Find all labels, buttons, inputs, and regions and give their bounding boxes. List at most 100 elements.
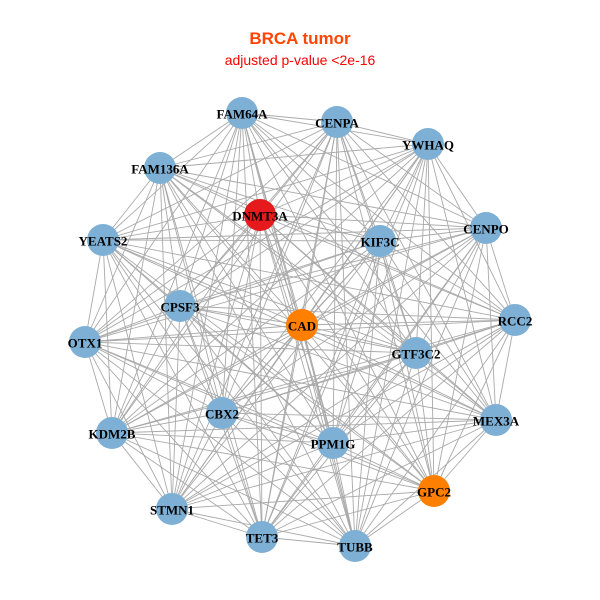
node-circle	[246, 521, 278, 553]
node-label: CENPO	[463, 222, 509, 237]
edge-MEX3A-CBX2	[221, 412, 497, 421]
node-dnmt3a[interactable]: DNMT3A	[232, 199, 288, 231]
edge-CENPO-TET3	[261, 227, 487, 538]
edge-CENPA-FAM136A	[159, 121, 338, 169]
node-label: STMN1	[150, 503, 194, 518]
node-cbx2[interactable]: CBX2	[205, 397, 239, 429]
edge-FAM136A-STMN1	[159, 167, 173, 510]
edge-YEATS2-OTX1	[84, 239, 104, 343]
edge-DNMT3A-CBX2	[221, 214, 261, 414]
node-circle	[321, 106, 353, 138]
edge-FAM136A-MEX3A	[159, 167, 497, 421]
edge-MEX3A-STMN1	[171, 419, 497, 510]
node-label: OTX1	[68, 336, 103, 351]
edge-RCC2-GPC2	[433, 319, 516, 492]
edge-YWHAQ-CPSF3	[179, 143, 429, 307]
edge-CENPO-MEX3A	[485, 227, 497, 421]
edge-YEATS2-CBX2	[102, 239, 223, 414]
edge-GTF3C2-KDM2B	[111, 352, 417, 434]
edge-RCC2-STMN1	[171, 319, 516, 510]
node-label: KDM2B	[89, 427, 136, 442]
edge-YWHAQ-KIF3C	[379, 143, 429, 242]
edge-CENPO-CAD	[301, 227, 487, 326]
edge-CENPO-OTX1	[84, 227, 487, 343]
edge-CAD-CBX2	[221, 324, 303, 414]
node-tet3[interactable]: TET3	[246, 521, 279, 553]
edge-YEATS2-RCC2	[102, 239, 516, 321]
edge-PPM1G-TET3	[261, 442, 334, 538]
edge-DNMT3A-YEATS2	[102, 214, 261, 241]
edge-YWHAQ-TET3	[261, 143, 429, 538]
edge-KDM2B-STMN1	[111, 432, 173, 510]
node-rcc2[interactable]: RCC2	[498, 304, 533, 336]
edge-CENPO-GTF3C2	[415, 227, 487, 354]
node-gpc2[interactable]: GPC2	[417, 475, 451, 507]
edge-FAM64A-OTX1	[84, 112, 243, 343]
edge-OTX1-MEX3A	[84, 341, 497, 421]
node-gtf3c2[interactable]: GTF3C2	[391, 337, 441, 369]
figure-subtitle: adjusted p-value <2e-16	[224, 52, 376, 68]
edge-OTX1-GTF3C2	[84, 341, 417, 354]
edge-KIF3C-MEX3A	[379, 240, 497, 421]
edge-CAD-KDM2B	[111, 324, 303, 434]
node-label: CPSF3	[161, 300, 201, 315]
edge-CENPA-RCC2	[336, 121, 516, 321]
edge-FAM136A-CENPO	[159, 167, 487, 229]
edge-YWHAQ-MEX3A	[427, 143, 497, 421]
node-fam136a[interactable]: FAM136A	[131, 152, 189, 184]
edge-FAM136A-RCC2	[159, 167, 516, 321]
edge-FAM64A-KIF3C	[241, 112, 381, 242]
edge-CPSF3-STMN1	[171, 305, 181, 510]
edge-PPM1G-GPC2	[332, 442, 435, 492]
edge-GTF3C2-TUBB	[354, 352, 417, 547]
edge-YEATS2-GTF3C2	[102, 239, 417, 354]
node-label: RCC2	[498, 314, 533, 329]
node-label: FAM64A	[216, 107, 268, 122]
node-label: CENPA	[315, 116, 359, 131]
edge-YWHAQ-FAM136A	[159, 143, 429, 169]
node-cad[interactable]: CAD	[286, 309, 318, 341]
edge-DNMT3A-KIF3C	[259, 214, 381, 242]
edge-KIF3C-YEATS2	[102, 239, 381, 242]
edge-FAM136A-CPSF3	[159, 167, 181, 307]
node-stmn1[interactable]: STMN1	[150, 493, 194, 525]
node-fam64a[interactable]: FAM64A	[216, 97, 268, 129]
node-cenpo[interactable]: CENPO	[463, 212, 509, 244]
node-label: KIF3C	[361, 235, 400, 250]
edge-CENPO-CPSF3	[179, 227, 487, 307]
node-label: CBX2	[205, 407, 239, 422]
edge-OTX1-CBX2	[84, 341, 223, 414]
node-otx1[interactable]: OTX1	[68, 326, 103, 358]
edge-RCC2-TUBB	[354, 319, 516, 547]
edge-CENPO-CBX2	[221, 227, 487, 414]
edge-YWHAQ-GTF3C2	[415, 143, 429, 354]
node-ywhaq[interactable]: YWHAQ	[402, 128, 454, 160]
edge-YWHAQ-CBX2	[221, 143, 429, 414]
edge-CENPA-KDM2B	[111, 121, 338, 434]
edge-CBX2-KDM2B	[111, 412, 223, 434]
node-circle	[286, 309, 318, 341]
node-circle	[499, 304, 531, 336]
node-tubb[interactable]: TUBB	[337, 530, 373, 562]
node-yeats2[interactable]: YEATS2	[79, 224, 128, 256]
node-ppm1g[interactable]: PPM1G	[311, 427, 356, 459]
edge-DNMT3A-CENPO	[259, 214, 487, 229]
node-circle	[96, 417, 128, 449]
node-kif3c[interactable]: KIF3C	[361, 225, 400, 257]
node-cenpa[interactable]: CENPA	[315, 106, 360, 138]
edge-CENPA-STMN1	[171, 121, 338, 510]
edge-OTX1-STMN1	[84, 341, 173, 510]
node-mex3a[interactable]: MEX3A	[473, 404, 520, 436]
edge-FAM64A-CPSF3	[179, 112, 243, 307]
node-kdm2b[interactable]: KDM2B	[89, 417, 136, 449]
edge-CPSF3-GPC2	[179, 305, 435, 492]
edge-DNMT3A-STMN1	[171, 214, 261, 510]
node-circle	[412, 128, 444, 160]
edge-OTX1-GPC2	[84, 341, 435, 492]
edge-KIF3C-TUBB	[354, 240, 381, 547]
edge-CPSF3-MEX3A	[179, 305, 497, 421]
edge-CAD-GPC2	[301, 324, 435, 492]
edge-CPSF3-RCC2	[179, 305, 516, 321]
node-cpsf3[interactable]: CPSF3	[161, 290, 201, 322]
